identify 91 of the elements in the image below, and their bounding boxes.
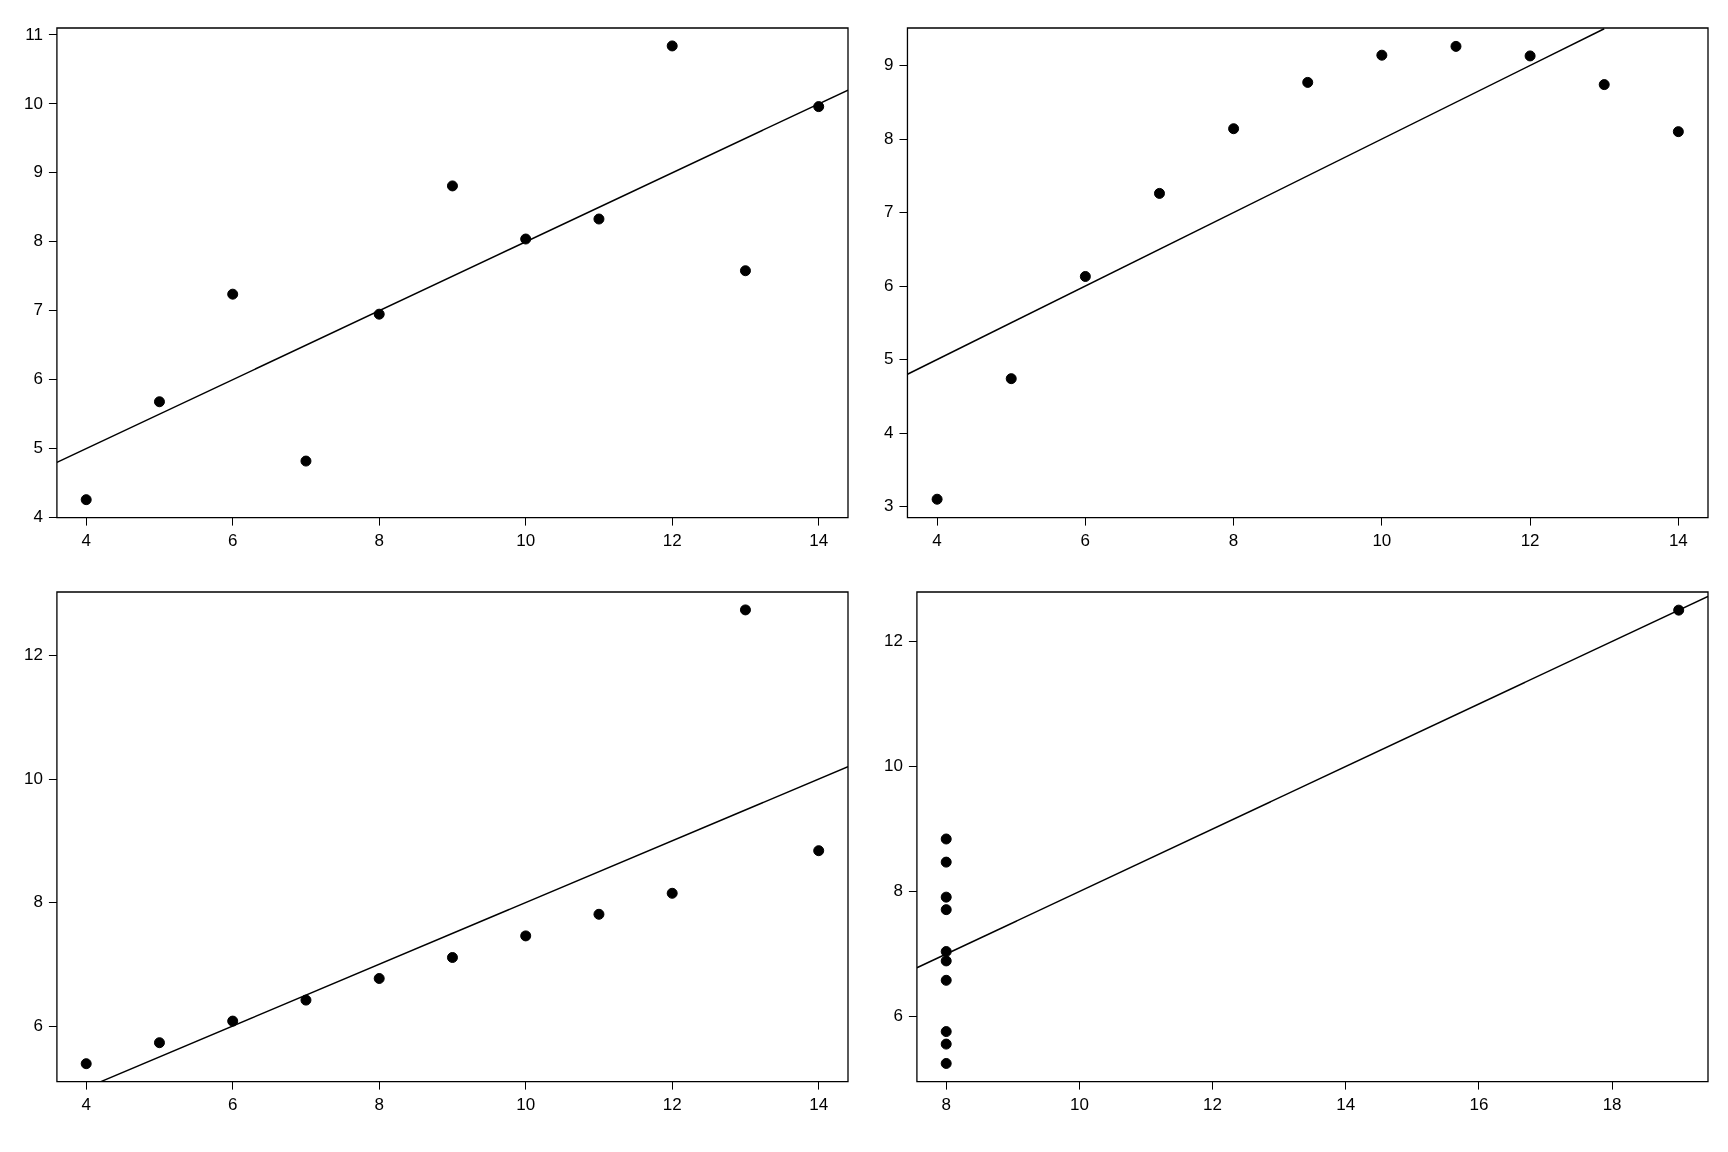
- point: [931, 493, 943, 505]
- y-tick-label: 5: [33, 438, 43, 458]
- x-tick-label: 10: [516, 1095, 536, 1115]
- point: [940, 955, 952, 967]
- point: [593, 213, 605, 225]
- point: [940, 904, 952, 916]
- x-tick-label: 12: [1520, 531, 1540, 551]
- y-tick-label: 9: [33, 162, 43, 182]
- y-tick-label: 8: [33, 231, 43, 251]
- x-tick-label: 18: [1602, 1095, 1622, 1115]
- y-tick-label: 6: [893, 1006, 903, 1026]
- x-tick-label: 8: [374, 1095, 384, 1115]
- y-tick-label: 6: [883, 275, 894, 295]
- point: [1153, 187, 1165, 199]
- y-tick-label: 7: [883, 202, 894, 222]
- point: [1228, 123, 1240, 135]
- point: [520, 233, 532, 245]
- x-tick-label: 14: [1668, 531, 1688, 551]
- x-tick-label: 10: [1069, 1095, 1089, 1115]
- point: [940, 856, 952, 868]
- x-tick-label: 8: [374, 531, 384, 551]
- point: [940, 974, 952, 986]
- point: [813, 101, 825, 113]
- x-tick-label: 10: [1372, 531, 1392, 551]
- point: [373, 972, 385, 984]
- y-tick-label: 6: [33, 369, 43, 389]
- point: [80, 494, 92, 506]
- y-tick-label: 3: [883, 496, 894, 516]
- x-tick-label: 12: [662, 1095, 682, 1115]
- point: [520, 930, 532, 942]
- x-tick-label: 12: [662, 531, 682, 551]
- y-tick-label: 10: [23, 768, 43, 788]
- point: [739, 265, 751, 277]
- x-tick-label: 14: [809, 1095, 829, 1115]
- point: [153, 396, 165, 408]
- y-tick-label: 12: [23, 645, 43, 665]
- x-tick-label: 6: [227, 531, 238, 551]
- y-tick-label: 4: [883, 422, 894, 442]
- point: [940, 946, 952, 958]
- point: [446, 952, 458, 963]
- point: [813, 845, 825, 857]
- point: [666, 887, 678, 899]
- point: [1673, 604, 1685, 616]
- x-tick-label: 16: [1469, 1095, 1489, 1115]
- point: [940, 1026, 952, 1038]
- y-tick-label: 10: [23, 93, 43, 113]
- y-tick-label: 4: [33, 507, 43, 527]
- point: [940, 833, 952, 845]
- point: [1302, 76, 1314, 88]
- point: [300, 994, 312, 1006]
- point: [300, 455, 312, 467]
- point: [940, 891, 952, 903]
- point: [80, 1058, 92, 1070]
- y-tick-label: 8: [883, 128, 894, 148]
- x-tick-label: 8: [1228, 531, 1239, 551]
- point: [1005, 373, 1017, 385]
- x-tick-label: 12: [1203, 1095, 1223, 1115]
- point: [1524, 50, 1536, 62]
- y-tick-label: 10: [883, 756, 903, 776]
- x-tick-label: 6: [227, 1095, 238, 1115]
- point: [1672, 126, 1684, 138]
- x-tick-label: 4: [81, 531, 91, 551]
- point: [739, 604, 751, 616]
- point: [1079, 270, 1091, 282]
- point: [227, 1015, 239, 1027]
- y-tick-label: 8: [893, 881, 903, 901]
- point: [666, 40, 678, 52]
- x-tick-label: 4: [81, 1095, 91, 1115]
- point: [446, 180, 458, 192]
- x-tick-label: 10: [516, 531, 536, 551]
- point: [940, 1038, 952, 1050]
- point: [373, 308, 385, 320]
- point: [227, 288, 239, 300]
- y-tick-label: 11: [25, 24, 43, 44]
- point: [593, 908, 605, 920]
- point: [153, 1037, 165, 1049]
- point: [1376, 49, 1388, 61]
- point: [1450, 40, 1462, 52]
- point: [940, 1057, 952, 1069]
- y-tick-label: 8: [33, 892, 43, 912]
- y-tick-label: 12: [883, 631, 903, 651]
- y-tick-label: 5: [883, 349, 894, 369]
- point: [1598, 79, 1610, 91]
- x-tick-label: 8: [941, 1095, 951, 1115]
- x-tick-label: 6: [1080, 531, 1091, 551]
- y-tick-label: 7: [33, 300, 43, 320]
- y-tick-label: 6: [33, 1015, 43, 1035]
- x-tick-label: 4: [932, 531, 942, 551]
- x-tick-label: 14: [809, 531, 829, 551]
- y-tick-label: 9: [883, 55, 894, 75]
- x-tick-label: 14: [1336, 1095, 1356, 1115]
